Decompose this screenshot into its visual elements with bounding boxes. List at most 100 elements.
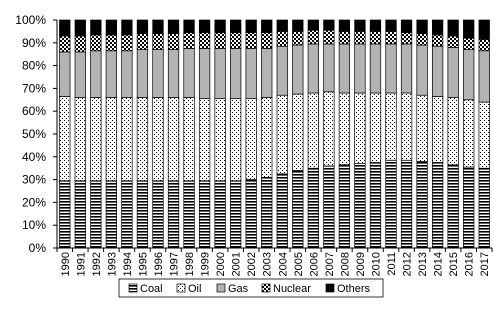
bar-oil-1995 — [136, 97, 149, 182]
x-tick-label: 2013 — [417, 252, 429, 276]
bar-gas-2000 — [214, 48, 226, 100]
y-tick-label: 70% — [22, 81, 46, 95]
bar-nuclear-2013 — [416, 33, 428, 46]
bar-gas-1998 — [183, 48, 195, 98]
legend-box — [118, 278, 384, 298]
bar-others-2015 — [447, 19, 459, 37]
y-tick-label: 40% — [22, 150, 46, 164]
bar-others-1991 — [74, 19, 86, 37]
y-tick-label: 60% — [22, 104, 46, 118]
bar-oil-2017 — [478, 101, 490, 169]
bar-coal-2002 — [245, 179, 257, 249]
bar-nuclear-2006 — [307, 29, 319, 45]
bar-gas-2015 — [447, 47, 459, 98]
bar-nuclear-1995 — [136, 33, 149, 50]
bar-gas-2013 — [416, 44, 428, 96]
x-tick-label: 2012 — [402, 252, 414, 276]
legend-label: Nuclear — [273, 283, 311, 295]
bar-others-2014 — [431, 19, 444, 36]
bar-coal-1994 — [121, 180, 133, 249]
bar-others-2006 — [307, 19, 319, 31]
x-tick-label: 2011 — [386, 252, 398, 276]
bar-others-2013 — [416, 19, 428, 35]
bar-oil-2014 — [431, 96, 444, 163]
y-tick-label: 30% — [22, 173, 46, 187]
bar-others-2007 — [323, 19, 335, 31]
legend-label: Coal — [140, 283, 163, 295]
bar-oil-1993 — [105, 97, 117, 182]
bar-coal-2014 — [431, 162, 444, 249]
bar-nuclear-2011 — [385, 31, 397, 45]
bar-others-1995 — [136, 19, 149, 35]
bar-coal-2003 — [261, 176, 273, 249]
bar-gas-1999 — [198, 48, 211, 100]
bar-nuclear-2000 — [214, 32, 226, 49]
bar-nuclear-2004 — [276, 31, 288, 47]
bar-nuclear-2014 — [431, 34, 444, 47]
bar-nuclear-2007 — [323, 29, 335, 45]
y-tick-label: 50% — [22, 127, 46, 141]
bar-oil-1990 — [59, 96, 71, 182]
bar-others-2011 — [385, 19, 397, 32]
bar-gas-2011 — [385, 43, 397, 94]
x-tick-label: 2001 — [231, 252, 243, 276]
bar-oil-1992 — [90, 97, 102, 182]
bar-others-1996 — [152, 19, 164, 35]
bar-oil-1991 — [74, 97, 86, 182]
x-tick-label: 1999 — [200, 252, 212, 276]
bar-gas-2009 — [354, 43, 366, 94]
bar-nuclear-2001 — [230, 32, 242, 49]
legend-swatch-gas — [216, 283, 226, 293]
bar-oil-1994 — [121, 97, 133, 182]
bar-gas-2016 — [463, 49, 475, 101]
bar-oil-2013 — [416, 94, 428, 162]
x-tick-label: 1990 — [60, 252, 72, 276]
x-tick-label: 2009 — [355, 252, 367, 276]
bar-nuclear-2017 — [478, 39, 490, 52]
bar-others-2003 — [261, 19, 273, 33]
x-tick-label: 2002 — [246, 252, 258, 276]
bar-nuclear-1997 — [167, 33, 180, 50]
x-tick-label: 2000 — [215, 252, 227, 276]
bar-coal-2012 — [400, 159, 413, 249]
bar-oil-2011 — [385, 92, 397, 161]
x-tick-label: 1996 — [153, 252, 165, 276]
bar-coal-1995 — [136, 180, 149, 249]
bar-gas-2002 — [245, 48, 257, 100]
y-tick-label: 80% — [22, 59, 46, 73]
x-tick-label: 2006 — [308, 252, 320, 276]
bar-coal-2011 — [385, 159, 397, 249]
legend-label: Others — [337, 283, 371, 295]
x-tick-label: 2010 — [370, 252, 382, 276]
bar-gas-2017 — [478, 50, 490, 103]
y-tick-label: 0% — [29, 241, 47, 255]
bar-coal-2010 — [369, 162, 382, 249]
legend-swatch-others — [325, 283, 335, 293]
bar-others-2004 — [276, 19, 288, 32]
bar-oil-2001 — [230, 98, 242, 182]
legend-swatch-nuclear — [261, 283, 271, 293]
bar-gas-1993 — [105, 50, 117, 98]
x-tick-label: 2008 — [339, 252, 351, 276]
bar-others-2000 — [214, 19, 226, 33]
bar-nuclear-2016 — [463, 37, 475, 50]
bar-coal-2005 — [292, 170, 304, 249]
bar-oil-2005 — [292, 93, 304, 171]
bar-nuclear-1991 — [74, 35, 86, 53]
x-tick-label: 1994 — [122, 252, 134, 276]
bar-nuclear-1992 — [90, 34, 102, 52]
bar-oil-1997 — [167, 97, 180, 182]
bar-nuclear-2009 — [354, 31, 366, 45]
bar-nuclear-2012 — [400, 32, 413, 45]
bar-others-1998 — [183, 19, 195, 33]
x-tick-label: 1992 — [91, 252, 103, 276]
bar-oil-2012 — [400, 92, 413, 161]
x-tick-label: 1993 — [106, 252, 118, 276]
bar-gas-2014 — [431, 45, 444, 97]
legend-label: Oil — [188, 283, 201, 295]
y-tick-label: 10% — [22, 218, 46, 232]
bar-nuclear-2010 — [369, 31, 382, 45]
legend-item-oil: Oil — [176, 283, 201, 295]
bar-oil-2009 — [354, 92, 366, 164]
